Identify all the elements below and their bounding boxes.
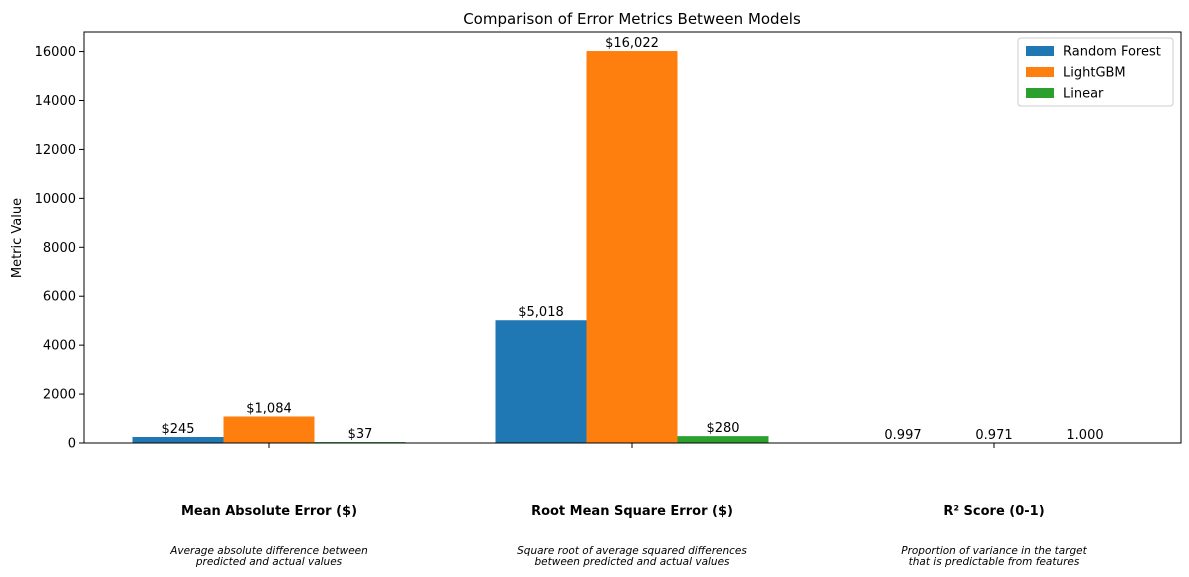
- bar: [495, 320, 587, 443]
- y-tick-label: 14000: [35, 94, 76, 109]
- chart-title: Comparison of Error Metrics Between Mode…: [463, 10, 801, 28]
- category-label: Root Mean Square Error ($): [531, 504, 733, 519]
- category-description: Average absolute difference between: [169, 545, 368, 557]
- y-ticks: 0 2000 4000 6000 8000 10000 12000 14000 16000: [35, 45, 84, 452]
- y-tick-label: 16000: [35, 45, 76, 60]
- bar-labels-layer: $245 $1,084 $37 $5,018 $16,022 $280 0.997 0.971…: [161, 36, 1103, 443]
- legend-swatch: [1026, 46, 1054, 56]
- legend-box: [1017, 37, 1174, 107]
- bar-value-label: $16,022: [605, 36, 659, 51]
- bar-value-label: 1.000: [1066, 428, 1103, 443]
- bar-value-label: $5,018: [518, 305, 564, 320]
- legend-swatch: [1026, 88, 1054, 98]
- y-tick-label: 4000: [43, 339, 76, 354]
- bar-value-label: $245: [161, 422, 194, 437]
- category-description: Proportion of variance in the target: [901, 545, 1087, 557]
- bar-value-label: 0.997: [884, 428, 921, 443]
- y-axis-label: Metric Value: [10, 198, 25, 278]
- category-label: R² Score (0-1): [943, 504, 1044, 519]
- y-tick-label: 0: [68, 437, 76, 452]
- category-description: predicted and actual values: [195, 556, 343, 568]
- bar-value-label: $1,084: [246, 401, 292, 416]
- legend-label: LightGBM: [1063, 66, 1126, 81]
- bar: [677, 436, 769, 443]
- category-description: Square root of average squared differenc…: [517, 545, 747, 557]
- x-ticks: Mean Absolute Error ($) Average absolute …: [169, 443, 1088, 568]
- y-tick-label: 10000: [35, 192, 76, 207]
- bar-value-label: $280: [706, 421, 739, 436]
- category-label: Mean Absolute Error ($): [181, 504, 357, 519]
- y-tick-label: 6000: [43, 290, 76, 305]
- legend-swatch: [1026, 67, 1054, 77]
- bar-value-label: 0.971: [975, 428, 1012, 443]
- y-tick-label: 8000: [43, 241, 76, 256]
- bar: [586, 51, 678, 444]
- legend: Random Forest LightGBM Linear: [1017, 37, 1174, 107]
- y-tick-label: 12000: [35, 143, 76, 158]
- y-tick-label: 2000: [43, 388, 76, 403]
- legend-label: Linear: [1063, 87, 1104, 102]
- bar-value-label: $37: [348, 427, 373, 442]
- category-description: that is predictable from features: [909, 556, 1080, 568]
- bar: [223, 416, 315, 443]
- legend-label: Random Forest: [1063, 45, 1161, 60]
- category-description: between predicted and actual values: [534, 556, 730, 568]
- bar: [132, 437, 224, 443]
- bars-layer: [132, 51, 1131, 444]
